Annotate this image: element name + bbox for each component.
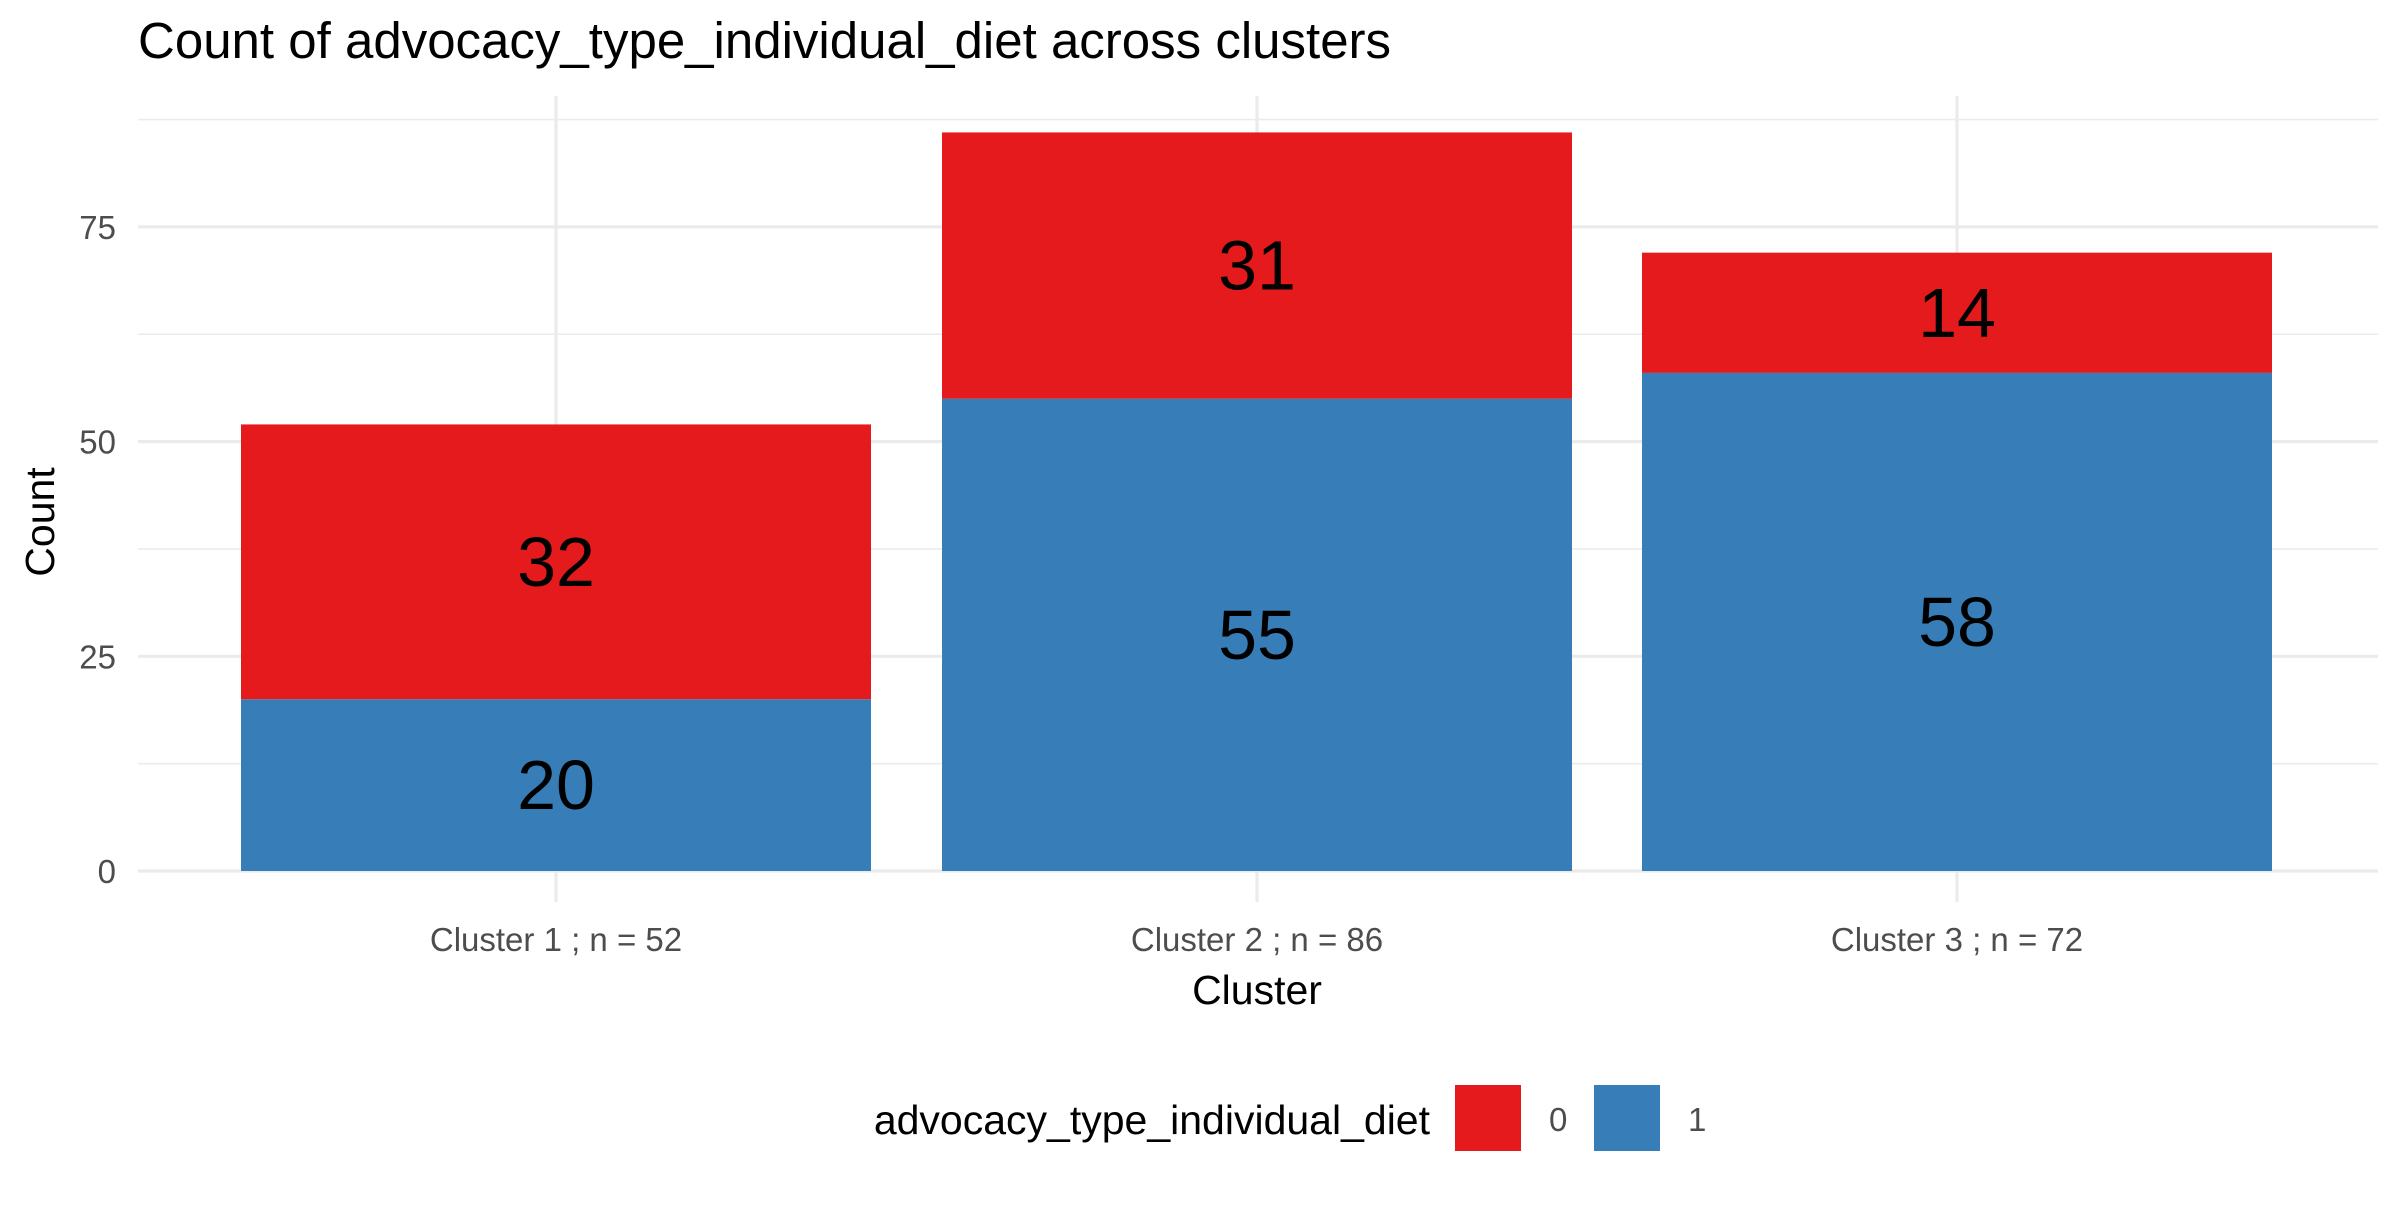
- data-labels: 20 32 55 31 58 14: [517, 227, 1996, 825]
- x-axis-ticks: Cluster 1 ; n = 52 Cluster 2 ; n = 86 Clus…: [430, 921, 2083, 958]
- y-tick-label: 0: [98, 853, 116, 890]
- y-axis-ticks: 0 25 50 75: [79, 209, 116, 890]
- data-label: 31: [1218, 227, 1296, 305]
- y-tick-label: 75: [79, 209, 116, 246]
- chart-title: Count of advocacy_type_individual_diet a…: [138, 12, 1391, 69]
- bar-segment: [942, 398, 1572, 871]
- data-label: 20: [517, 746, 595, 824]
- legend-key: [1455, 1085, 1521, 1151]
- bar-segment: [1642, 252, 2272, 373]
- data-label: 32: [517, 523, 595, 601]
- bars: [241, 132, 2272, 871]
- y-tick-label: 50: [79, 424, 116, 461]
- bar-segment: [241, 699, 871, 871]
- bar-segment: [942, 132, 1572, 399]
- x-tick-label: Cluster 3 ; n = 72: [1831, 921, 2083, 958]
- legend: advocacy_type_individual_diet 0 1: [874, 1085, 1706, 1151]
- y-axis-title: Count: [17, 467, 63, 577]
- y-tick-label: 25: [79, 638, 116, 675]
- legend-key: [1594, 1085, 1660, 1151]
- x-tick-label: Cluster 1 ; n = 52: [430, 921, 682, 958]
- bar-segment: [1642, 372, 2272, 871]
- legend-label: 0: [1549, 1101, 1567, 1138]
- x-tick-label: Cluster 2 ; n = 86: [1131, 921, 1383, 958]
- x-axis-title: Cluster: [1192, 967, 1322, 1013]
- data-label: 55: [1218, 596, 1296, 674]
- legend-label: 1: [1688, 1101, 1706, 1138]
- data-label: 14: [1918, 274, 1996, 352]
- bar-segment: [241, 424, 871, 700]
- data-label: 58: [1918, 583, 1996, 661]
- legend-title: advocacy_type_individual_diet: [874, 1097, 1431, 1143]
